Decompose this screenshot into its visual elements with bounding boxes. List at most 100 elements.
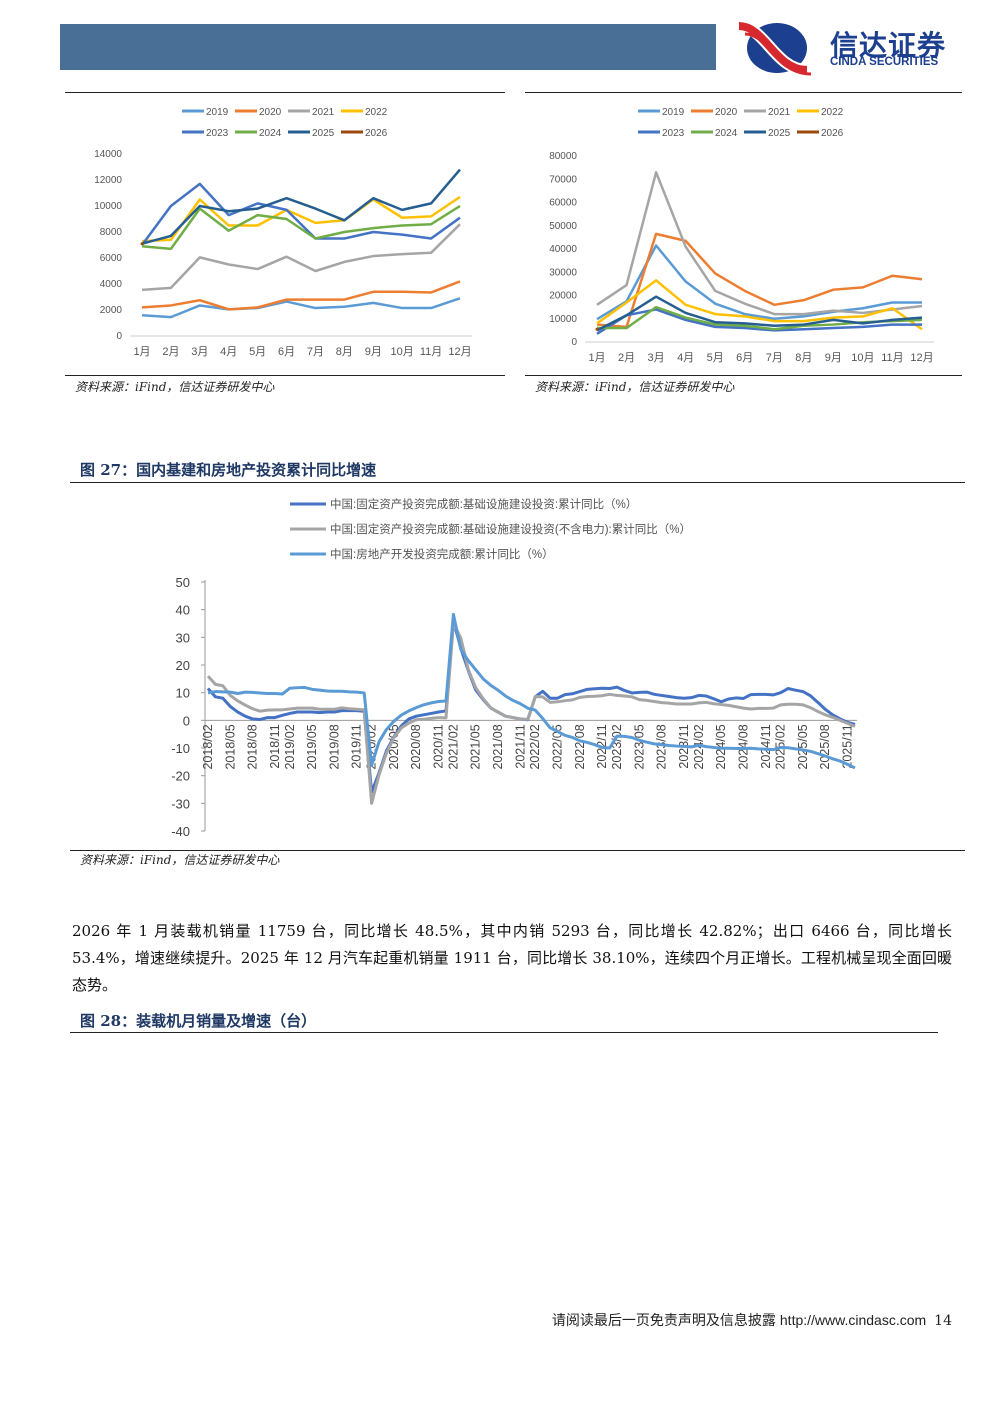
series-line — [207, 612, 856, 770]
x-tick-label: 2月 — [618, 352, 635, 364]
x-tick-label: 7月 — [766, 352, 783, 364]
legend-label: 2026 — [365, 128, 388, 139]
divider — [70, 1032, 938, 1033]
x-tick-label: 2021/02 — [446, 724, 460, 769]
series-line-2021 — [141, 223, 461, 292]
series-line-2025 — [141, 168, 461, 245]
x-tick-label: 7月 — [307, 346, 324, 358]
divider — [65, 92, 505, 93]
x-tick-label: 1月 — [588, 352, 605, 364]
legend-label: 中国:固定资产投资完成额:基础设施建设投资(不含电力):累计同比（%） — [330, 522, 691, 536]
legend-label: 2019 — [662, 107, 685, 118]
y-tick-label: 20000 — [549, 291, 577, 302]
source-note-fig27: 资料来源：iFind，信达证券研发中心 — [80, 853, 280, 867]
y-tick-label: 10000 — [94, 201, 122, 212]
legend-label: 2020 — [715, 107, 738, 118]
x-tick-label: 2018/11 — [268, 724, 282, 768]
x-tick-label: 12月 — [448, 346, 471, 358]
y-tick-label: 30 — [176, 630, 190, 645]
x-tick-label: 10月 — [391, 346, 414, 358]
x-tick-label: 2024/02 — [692, 724, 706, 769]
x-tick-label: 2021/08 — [491, 724, 505, 769]
page-number: 14 — [934, 1313, 952, 1329]
x-tick-label: 2019/05 — [305, 724, 319, 769]
legend-label: 2019 — [206, 107, 229, 118]
chart-left-monthly: 2019 2020 2021 2022 2023 2024 2025 2026 0 2000 400… — [94, 107, 472, 358]
x-tick-label: 9月 — [825, 352, 842, 364]
x-tick-label: 2022/05 — [551, 724, 565, 769]
x-tick-label: 10月 — [851, 352, 874, 364]
x-tick-label: 2025/05 — [796, 724, 810, 769]
x-tick-label: 2025/11 — [841, 724, 855, 768]
divider — [525, 375, 962, 376]
y-tick-label: 60000 — [549, 198, 577, 209]
x-tick-label: 2018/08 — [246, 724, 260, 769]
x-tick-label: 11月 — [881, 352, 903, 364]
y-tick-label: 70000 — [549, 174, 577, 185]
x-tick-label: 6月 — [278, 346, 295, 358]
legend-label: 2022 — [821, 107, 844, 118]
x-tick-label: 2019/02 — [283, 724, 297, 769]
y-tick-label: 12000 — [94, 175, 122, 186]
y-tick-label: 50 — [176, 575, 190, 590]
x-tick-label: 2020/11 — [432, 724, 446, 768]
series-line-2019 — [596, 244, 922, 321]
x-tick-label: 3月 — [191, 346, 208, 358]
legend-label: 2020 — [259, 107, 282, 118]
legend-label: 2024 — [715, 128, 738, 139]
y-tick-label: 0 — [116, 331, 122, 342]
x-tick-label: 2023/05 — [632, 724, 646, 769]
x-tick-label: 2019/08 — [327, 724, 341, 769]
x-tick-label: 2020/08 — [409, 724, 423, 769]
series-line-2020 — [141, 280, 461, 311]
legend-label: 中国:固定资产投资完成额:基础设施建设投资:累计同比（%） — [330, 497, 637, 511]
x-tick-label: 6月 — [736, 352, 753, 364]
figure-28-title: 图 28：装载机月销量及增速（台） — [80, 1012, 317, 1030]
cinda-logo: 信达证券 CINDA SECURITIES — [735, 20, 980, 76]
series-line-2021 — [596, 171, 923, 316]
series-line-2022 — [596, 279, 923, 331]
logo-text-en: CINDA SECURITIES — [830, 56, 939, 68]
x-tick-label: 2018/02 — [201, 724, 215, 769]
x-tick-label: 5月 — [249, 346, 266, 358]
x-tick-label: 2021/11 — [513, 724, 527, 768]
legend-label: 2023 — [206, 128, 229, 139]
x-tick-label: 2025/08 — [818, 724, 832, 769]
x-tick-label: 2024/08 — [736, 724, 750, 769]
legend-label: 2026 — [821, 128, 844, 139]
logo-text-cn: 信达证券 — [830, 29, 947, 62]
y-tick-label: 40 — [176, 603, 190, 618]
y-tick-label: 14000 — [94, 149, 122, 160]
x-tick-label: 1月 — [133, 346, 150, 358]
y-tick-label: 4000 — [100, 279, 123, 290]
legend-label: 2023 — [662, 128, 685, 139]
y-tick-label: 40000 — [549, 244, 577, 255]
x-tick-label: 2月 — [162, 346, 179, 358]
legend-label: 2024 — [259, 128, 282, 139]
series-line-2024 — [141, 204, 461, 251]
source-note-left: 资料来源：iFind，信达证券研发中心 — [75, 380, 275, 394]
y-tick-label: 2000 — [100, 305, 123, 316]
y-tick-label: 30000 — [549, 267, 577, 278]
x-tick-label: 2022/08 — [573, 724, 587, 769]
divider — [70, 850, 965, 851]
legend-label: 2022 — [365, 107, 388, 118]
divider — [70, 482, 965, 483]
x-tick-label: 12月 — [910, 352, 933, 364]
x-tick-label: 2023/02 — [610, 724, 624, 769]
series-line-2025 — [596, 295, 923, 332]
chart-infra-realestate-yoy: 中国:固定资产投资完成额:基础设施建设投资:累计同比（%） 中国:固定资产投资完成… — [171, 497, 857, 839]
footer-url[interactable]: http://www.cindasc.com — [779, 1312, 927, 1328]
series-line-2023 — [140, 182, 461, 246]
x-tick-label: 2022/02 — [528, 724, 542, 769]
legend-label: 2021 — [312, 107, 335, 118]
y-tick-label: -20 — [171, 769, 190, 784]
x-tick-label: 8月 — [336, 346, 353, 358]
x-tick-label: 11月 — [420, 346, 442, 358]
y-tick-label: -30 — [171, 796, 190, 811]
footer-disclaimer: 请阅读最后一页免责声明及信息披露 — [551, 1313, 776, 1329]
series-point-2026 — [140, 242, 144, 246]
y-tick-label: 8000 — [100, 227, 123, 238]
x-tick-label: 2019/11 — [350, 724, 364, 768]
